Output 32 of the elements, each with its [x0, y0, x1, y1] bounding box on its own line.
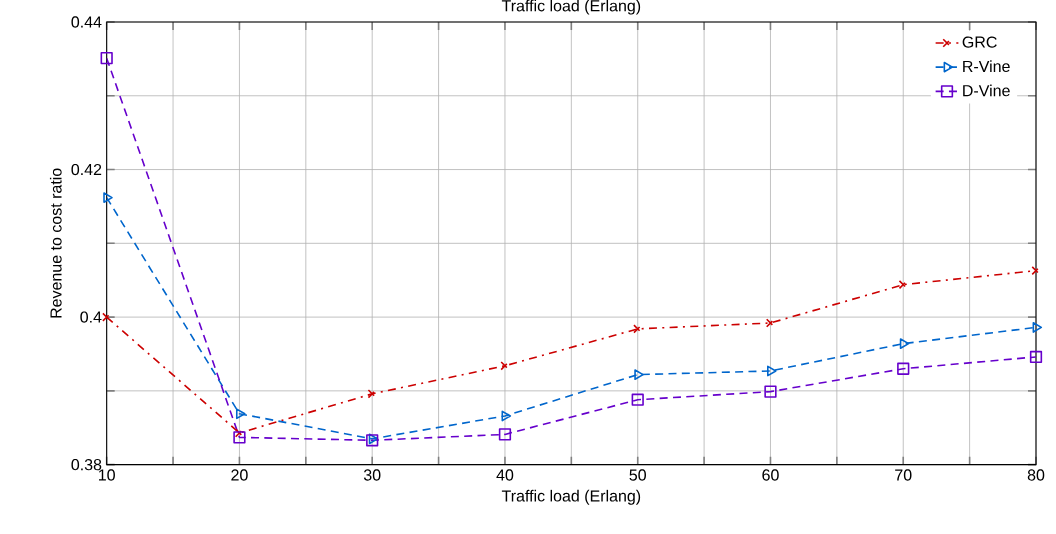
- x-tick-label: 50: [629, 469, 646, 481]
- chart-title: Traffic load (Erlang): [501, 0, 641, 15]
- x-tick-label: 60: [762, 469, 779, 481]
- y-tick-label: 0.38: [71, 458, 102, 471]
- point: [634, 369, 644, 381]
- x-tick-label: 30: [363, 469, 381, 481]
- point: [631, 393, 644, 406]
- y-tick-label: 0.42: [71, 163, 102, 176]
- legend-label: GRC: [962, 36, 997, 48]
- y-axis-title: Revenue to cost ratio: [49, 168, 62, 318]
- point: [103, 192, 113, 203]
- point: [897, 362, 910, 375]
- x-axis-title: Traffic load (Erlang): [501, 489, 641, 505]
- y-tick-label: 0.4: [80, 311, 102, 323]
- x-tick-label: 40: [496, 469, 514, 481]
- legend-label: D-Vine: [963, 84, 1010, 97]
- x-tick-label: 70: [895, 469, 912, 481]
- point: [899, 338, 910, 350]
- x-tick-label: 10: [98, 469, 115, 481]
- point: [100, 52, 113, 65]
- point: [501, 410, 512, 422]
- point: [1032, 322, 1043, 333]
- point: [764, 385, 777, 398]
- y-tick-label: 0.44: [71, 16, 102, 28]
- point: [1029, 350, 1043, 364]
- legend-label: R-Vine: [963, 60, 1010, 73]
- point: [233, 431, 246, 444]
- x-tick-label: 20: [231, 469, 248, 481]
- point: [767, 365, 777, 377]
- x-tick-label: 80: [1027, 469, 1045, 481]
- point: [235, 408, 246, 420]
- point: [498, 428, 512, 441]
